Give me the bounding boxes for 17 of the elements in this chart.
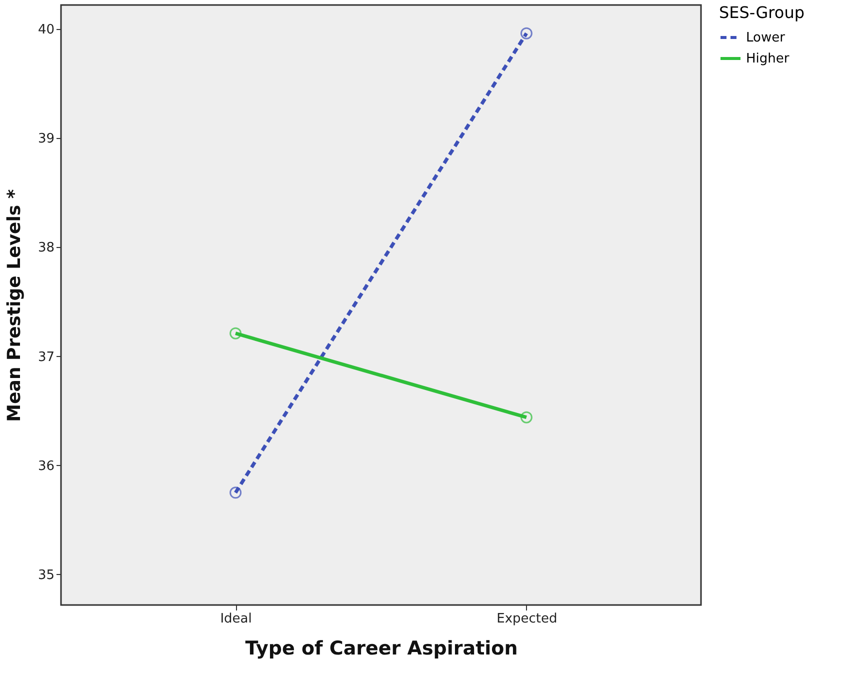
y-tick-label: 36 bbox=[38, 458, 54, 474]
y-tick-label: 39 bbox=[38, 132, 54, 147]
legend-title: SES-Group bbox=[719, 3, 804, 22]
y-tick-label: 37 bbox=[38, 350, 54, 365]
x-tick-label: Ideal bbox=[220, 612, 252, 626]
y-tick-label: 35 bbox=[38, 568, 54, 583]
x-axis-title: Type of Career Aspiration bbox=[245, 638, 518, 660]
y-tick-label: 40 bbox=[38, 22, 54, 38]
legend-label: Lower bbox=[746, 30, 786, 46]
point bbox=[520, 27, 532, 40]
legend-label: Higher bbox=[746, 52, 790, 66]
point bbox=[520, 411, 532, 424]
x-tick-label: Expected bbox=[496, 612, 558, 626]
point bbox=[230, 327, 242, 340]
y-axis-title: Mean Prestige Levels * bbox=[4, 188, 25, 422]
y-tick-label: 38 bbox=[38, 240, 54, 256]
point bbox=[230, 486, 242, 499]
